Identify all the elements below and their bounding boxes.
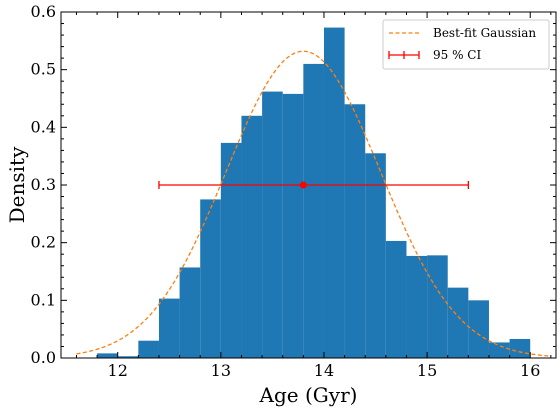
x-tick-label: 16 — [520, 361, 540, 380]
y-axis-label: Density — [5, 146, 29, 223]
histogram-bar — [97, 353, 118, 358]
histogram-bar — [323, 27, 345, 358]
y-tick-label: 0.0 — [31, 348, 56, 367]
y-tick-label: 0.5 — [31, 60, 56, 79]
gaussian-curve — [76, 50, 551, 357]
legend-ci-label: 95 % CI — [433, 48, 481, 62]
histogram-bar — [468, 300, 489, 358]
histogram-bar — [179, 267, 201, 358]
histogram-bar — [344, 104, 366, 359]
histogram-bars — [97, 27, 531, 359]
y-tick-label: 0.4 — [31, 117, 56, 136]
histogram-bar — [138, 340, 159, 358]
histogram-bar — [385, 240, 407, 358]
axis-ticks — [61, 11, 556, 359]
histogram-bar — [241, 115, 263, 358]
histogram-bar — [282, 93, 304, 359]
confidence-interval — [158, 181, 469, 189]
legend-ci-swatch — [388, 51, 420, 59]
y-tick-label: 0.3 — [31, 175, 56, 194]
y-tick-label: 0.6 — [31, 2, 56, 21]
x-tick-label: 12 — [108, 361, 128, 380]
legend-gaussian-label: Best-fit Gaussian — [433, 26, 536, 40]
histogram-bar — [365, 153, 386, 358]
histogram-bar — [427, 255, 448, 358]
histogram-bar — [488, 342, 510, 358]
x-tick-label: 13 — [211, 361, 231, 380]
x-tick-labels: 12 13 14 15 16 — [108, 361, 541, 380]
y-tick-labels: 0.0 0.1 0.2 0.3 0.4 0.5 0.6 — [31, 2, 56, 367]
legend: Best-fit Gaussian 95 % CI — [382, 19, 550, 70]
histogram-bar — [509, 338, 531, 358]
histogram-bar — [200, 199, 221, 358]
ci-center-point — [299, 181, 307, 189]
histogram-bar — [262, 91, 283, 358]
x-tick-label: 15 — [417, 361, 437, 380]
x-axis-label: Age (Gyr) — [259, 383, 358, 407]
histogram-bar — [117, 356, 139, 358]
histogram-bar — [158, 298, 180, 358]
legend-box — [382, 19, 550, 70]
x-tick-label: 14 — [314, 361, 334, 380]
y-tick-label: 0.1 — [31, 290, 56, 309]
histogram-bar — [447, 287, 469, 358]
y-tick-label: 0.2 — [31, 233, 56, 252]
histogram-bar — [220, 142, 242, 358]
histogram-bar — [303, 63, 324, 359]
histogram-bar — [406, 255, 428, 358]
